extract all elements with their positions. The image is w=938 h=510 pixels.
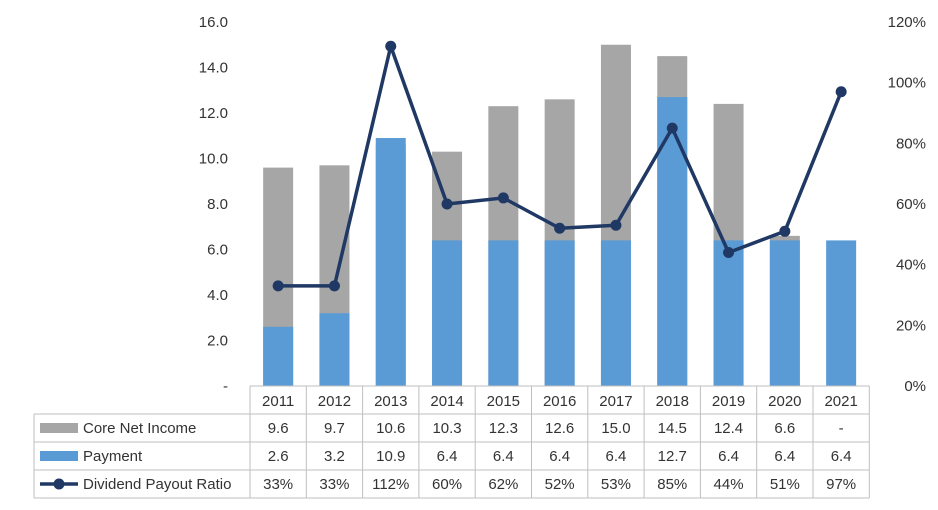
data-table: 2011 2012 2013 2014 2015 2016 2017 2018 2019 2020… [33, 385, 870, 499]
table-value-cell: 12.3 [489, 420, 518, 437]
payment-bar [263, 326, 294, 386]
table-value-cell: 2.6 [268, 448, 289, 465]
ratio-point [385, 40, 397, 52]
table-value-cell: 62% [488, 476, 518, 493]
table-value-cell: 51% [770, 476, 800, 493]
table-value-cell: 9.6 [268, 420, 289, 437]
payment-bar [769, 240, 800, 386]
table-header-cell: 2018 [656, 393, 689, 410]
table-value-cell: 6.4 [831, 448, 852, 465]
table-header-cell: 2012 [318, 393, 351, 410]
ratio-point [779, 225, 791, 237]
table-value-cell: 10.9 [376, 448, 405, 465]
table-header-cell: 2014 [430, 393, 463, 410]
table-value-cell: 15.0 [601, 420, 630, 437]
table-value-cell: 6.4 [606, 448, 627, 465]
left-tick-label: - [223, 378, 228, 395]
table-header-cell: 2019 [712, 393, 745, 410]
dividend-payout-ratio-line [272, 40, 847, 292]
payment-bar [319, 313, 350, 386]
right-tick-label: 60% [896, 196, 926, 213]
right-tick-label: 0% [904, 378, 926, 395]
table-value-cell: 14.5 [658, 420, 687, 437]
left-tick-label: 8.0 [207, 196, 228, 213]
table-header-cell: 2017 [599, 393, 632, 410]
table-header-cell: 2016 [543, 393, 576, 410]
table-header-cell: 2020 [768, 393, 801, 410]
table-value-cell: 10.3 [432, 420, 461, 437]
legend-label: Dividend Payout Ratio [83, 476, 231, 493]
payment-bar [657, 97, 688, 386]
left-tick-label: 14.0 [199, 60, 228, 77]
table-value-cell: 6.4 [549, 448, 570, 465]
table-header-cell: 2011 [262, 393, 294, 410]
ratio-point [497, 192, 509, 204]
table-value-cell: - [839, 420, 844, 437]
left-tick-label: 12.0 [199, 105, 228, 122]
payment-bar [432, 240, 463, 386]
right-tick-label: 40% [896, 257, 926, 274]
table-value-cell: 9.7 [324, 420, 345, 437]
legend-swatch [40, 451, 78, 461]
table-value-cell: 6.4 [493, 448, 514, 465]
table-value-cell: 112% [372, 476, 409, 493]
payment-bar [544, 240, 575, 386]
table-value-cell: 6.4 [774, 448, 795, 465]
ratio-point [835, 86, 847, 98]
table-value-cell: 12.4 [714, 420, 743, 437]
ratio-point [441, 198, 453, 210]
table-header-cell: 2013 [374, 393, 407, 410]
ratio-point [610, 219, 622, 231]
right-tick-label: 120% [888, 14, 926, 31]
table-value-cell: 52% [545, 476, 575, 493]
table-value-cell: 53% [601, 476, 631, 493]
left-tick-label: 6.0 [207, 242, 228, 259]
payment-bar [600, 240, 631, 386]
payment-bar [375, 138, 406, 386]
left-tick-label: 4.0 [207, 287, 228, 304]
left-axis-ticks: - 2.0 4.0 6.0 8.0 10.0 12.0 14.0 16.0 [199, 14, 228, 395]
right-tick-label: 80% [896, 135, 926, 152]
right-axis-ticks: 0% 20% 40% 60% 80% 100% 120% [888, 14, 926, 395]
table-value-cell: 60% [432, 476, 462, 493]
table-value-cell: 6.4 [718, 448, 739, 465]
table-value-cell: 6.6 [774, 420, 795, 437]
payment-bar [826, 240, 857, 386]
payment-bar [713, 240, 744, 386]
ratio-point [666, 122, 678, 134]
table-value-cell: 3.2 [324, 448, 345, 465]
right-tick-label: 20% [896, 317, 926, 334]
right-tick-label: 100% [888, 75, 926, 92]
legend-label: Payment [83, 448, 143, 465]
ratio-point [723, 247, 735, 259]
table-value-cell: 85% [657, 476, 687, 493]
table-value-cell: 6.4 [437, 448, 458, 465]
payment-bar [488, 240, 519, 386]
table-value-cell: 44% [714, 476, 744, 493]
table-value-cell: 12.7 [658, 448, 687, 465]
table-value-cell: 12.6 [545, 420, 574, 437]
left-tick-label: 2.0 [207, 333, 228, 350]
legend-marker [53, 478, 65, 490]
table-header-cell: 2015 [487, 393, 520, 410]
left-tick-label: 10.0 [199, 151, 228, 168]
ratio-point [328, 280, 340, 292]
ratio-point [272, 280, 284, 292]
table-value-cell: 10.6 [376, 420, 405, 437]
payment-bars [263, 97, 857, 386]
table-value-cell: 33% [319, 476, 349, 493]
table-value-cell: 97% [826, 476, 856, 493]
ratio-point [554, 222, 566, 234]
legend-swatch [40, 423, 78, 433]
legend-label: Core Net Income [83, 420, 196, 437]
table-value-cell: 33% [263, 476, 293, 493]
left-tick-label: 16.0 [199, 14, 228, 31]
table-header-cell: 2021 [824, 393, 857, 410]
